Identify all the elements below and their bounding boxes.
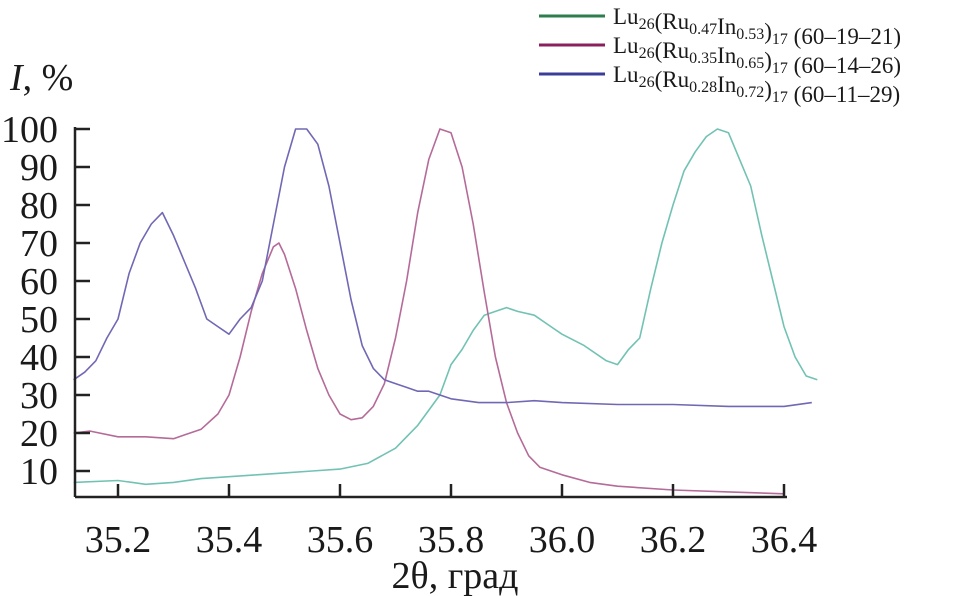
x-tick-label: 36.0 (529, 519, 596, 561)
y-axis-title: I, % (9, 57, 73, 99)
legend: Lu26(Ru0.47In0.53)17 (60–19–21)Lu26(Ru0.… (539, 4, 901, 107)
axes: 35.2 35.4 35.6 35.8 36.0 36.2 36.4 102030405060… (1, 109, 817, 561)
x-tick-label: 36.4 (751, 519, 818, 561)
y-tick-label: 70 (20, 223, 58, 265)
x-tick-label: 36.2 (640, 519, 707, 561)
y-tick-label: 100 (1, 109, 58, 151)
legend-entry: Lu26(Ru0.35In0.65)17 (60–14–26) (613, 33, 901, 78)
series-line-0 (73, 128, 818, 486)
x-tick-label: 35.6 (307, 519, 374, 561)
plot-lines (73, 128, 818, 495)
x-tick-label: 35.4 (196, 519, 263, 561)
x-axis-title: 2θ, град (392, 555, 519, 596)
series-line-2 (73, 128, 812, 408)
legend-entry: Lu26(Ru0.28In0.72)17 (60–11–29) (613, 62, 900, 107)
y-tick-label: 90 (20, 147, 58, 189)
x-tick-label: 35.2 (85, 519, 152, 561)
series-line-1 (73, 128, 785, 495)
y-tick-label: 50 (20, 299, 58, 341)
y-tick-label: 40 (20, 337, 58, 379)
y-tick-label: 60 (20, 261, 58, 303)
y-tick-label: 30 (20, 375, 58, 417)
x-tick-label: 35.8 (418, 519, 485, 561)
y-tick-label: 80 (20, 185, 58, 227)
y-tick-label: 10 (20, 451, 58, 493)
legend-entry: Lu26(Ru0.47In0.53)17 (60–19–21) (613, 4, 901, 49)
y-tick-label: 20 (20, 413, 58, 455)
